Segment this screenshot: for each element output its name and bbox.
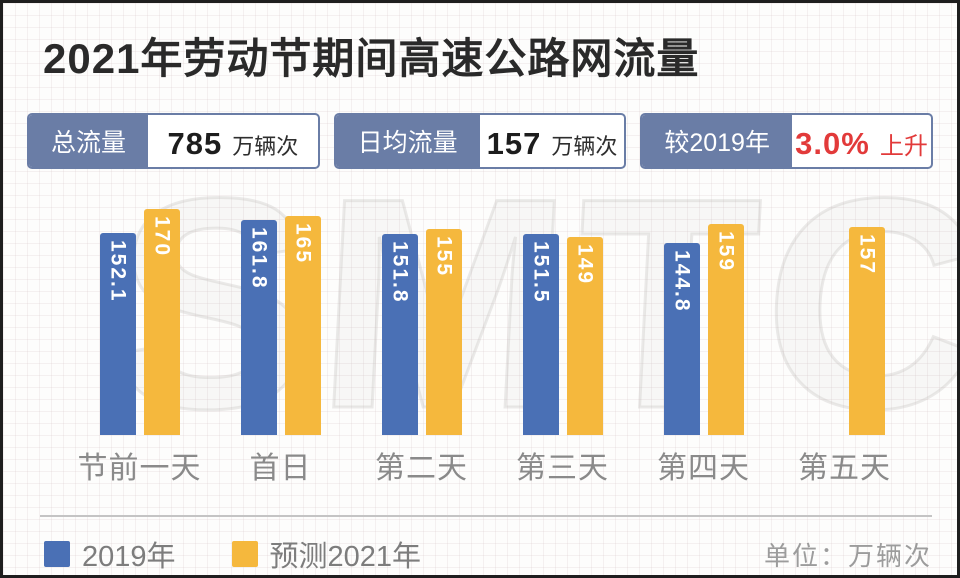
- x-axis-label: 第四天: [657, 452, 750, 485]
- stat-box-daily-average: 日均流量 157 万辆次: [333, 113, 627, 169]
- bar-group: 151.8 155: [351, 229, 492, 435]
- stat-trend-label: 上升: [879, 133, 928, 160]
- bar-2019: 151.8: [381, 233, 418, 435]
- divider: [40, 515, 932, 517]
- bar-value-label: 159: [714, 231, 738, 273]
- legend-label: 预测2021年: [269, 541, 422, 573]
- legend-swatch-2019: [44, 541, 70, 567]
- bar-value-label: 144.8: [670, 249, 694, 313]
- bar-value-label: 157: [855, 233, 879, 275]
- bar-2021: 165: [284, 216, 321, 435]
- x-axis-label: 第二天: [375, 452, 468, 485]
- bar-2021: 155: [425, 229, 462, 435]
- bar-value-label: 152.1: [106, 240, 130, 303]
- bar-chart: 152.1 170 161.8 165 151.8 155 151.5 149 144.8 159…: [69, 181, 915, 435]
- unit-note: 单位：万辆次: [763, 540, 932, 571]
- legend-item-2019: 2019年: [44, 533, 176, 575]
- legend-swatch-2021: [231, 541, 258, 567]
- stat-label: 总流量: [29, 115, 149, 167]
- bar-value-label: 155: [432, 236, 456, 278]
- bar-value-label: 151.5: [529, 240, 553, 304]
- stat-value-percent: 3.0%: [795, 126, 870, 161]
- legend-label: 2019年: [82, 541, 176, 573]
- x-axis-label: 第三天: [516, 452, 609, 485]
- bar-2021: 159: [707, 224, 744, 435]
- bar-2019: 144.8: [663, 242, 700, 435]
- x-axis-label: 节前一天: [77, 452, 202, 485]
- bar-value-label: 170: [150, 216, 174, 258]
- bar-value-label: 165: [291, 223, 315, 265]
- bar-2019: 152.1: [99, 233, 136, 435]
- bar-2021: 157: [848, 226, 885, 435]
- page-title: 2021年劳动节期间高速公路网流量: [43, 35, 700, 82]
- stat-value-area: 3.0% 上升: [792, 115, 931, 167]
- legend-item-2021: 预测2021年: [231, 533, 422, 575]
- stat-label: 较2019年: [642, 115, 792, 167]
- bar-2019: 161.8: [240, 220, 277, 435]
- bar-group: 152.1 170: [69, 209, 210, 435]
- stat-unit: 万辆次: [551, 134, 618, 159]
- stat-value-area: 785 万辆次: [148, 115, 318, 167]
- stat-value: 157: [486, 126, 542, 161]
- legend-row: 2019年 预测2021年 单位：万辆次: [44, 533, 932, 575]
- legend: 2019年 预测2021年: [44, 533, 421, 575]
- x-axis-labels: 节前一天 首日 第二天 第三天 第四天 第五天: [69, 443, 915, 487]
- bar-value-label: 151.8: [388, 240, 412, 304]
- stat-label: 日均流量: [335, 115, 480, 167]
- stat-box-vs-2019: 较2019年 3.0% 上升: [640, 113, 934, 169]
- stat-value: 785: [167, 126, 223, 161]
- bar-value-label: 161.8: [247, 227, 271, 290]
- x-axis-label: 首日: [249, 452, 312, 485]
- stat-box-total-flow: 总流量 785 万辆次: [27, 113, 320, 169]
- bar-group: 151.5 149: [492, 233, 633, 435]
- stat-value-area: 157 万辆次: [480, 115, 625, 167]
- stat-unit: 万辆次: [232, 134, 299, 159]
- bar-group: 144.8 159: [633, 224, 774, 435]
- bar-value-label: 149: [573, 244, 597, 286]
- bar-group: 161.8 165: [210, 216, 351, 435]
- bar-group: 157: [774, 226, 915, 435]
- stats-row: 总流量 785 万辆次 日均流量 157 万辆次 较2019年 3.0% 上升: [27, 113, 934, 169]
- x-axis-label: 第五天: [798, 452, 891, 485]
- bar-2019: 151.5: [522, 233, 559, 435]
- bar-2021: 170: [143, 209, 180, 435]
- bar-2021: 149: [566, 237, 603, 435]
